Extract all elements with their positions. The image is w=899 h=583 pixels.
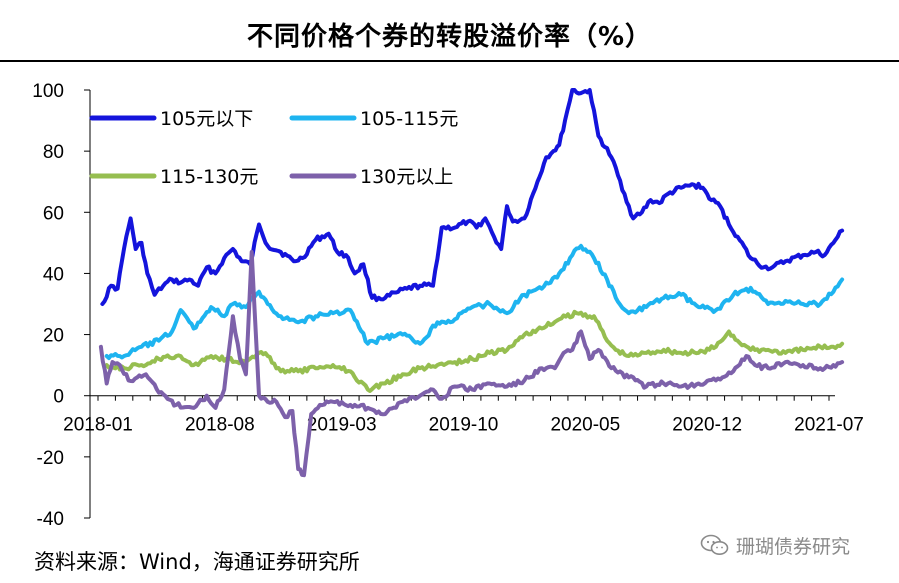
watermark-text: 珊瑚债券研究: [736, 535, 851, 558]
series-line-1: [100, 88, 845, 306]
chart-legend: 105元以下 105-115元 115-130元 130元以上: [89, 108, 458, 188]
y-tick-label: 20: [43, 326, 64, 347]
x-tick-label: 2020-12: [672, 415, 742, 436]
y-tick-label: 0: [53, 387, 64, 408]
series-line-2: [104, 243, 845, 361]
legend-label-2: 105-115元: [360, 108, 458, 130]
x-tick-label: 2020-05: [550, 415, 620, 436]
x-tick-label: 2018-08: [185, 415, 255, 436]
x-tick-label: 2018-01: [63, 415, 133, 436]
y-tick-label: 100: [32, 81, 64, 102]
title-divider: [0, 60, 899, 62]
chart-axes: -40 -20 0 20 40 60 80 100 2018-01 2018-08 2019-03 2…: [32, 81, 864, 530]
y-tick-label: -40: [37, 509, 64, 530]
y-tick-label: 40: [43, 264, 64, 285]
source-note: 资料来源：Wind，海通证券研究所: [34, 550, 360, 574]
legend-label-4: 130元以上: [360, 166, 453, 188]
series-line-3: [104, 309, 845, 393]
y-tick-label: 60: [43, 203, 64, 224]
x-tick-label: 2021-07: [794, 415, 864, 436]
x-tick-label: 2019-03: [307, 415, 377, 436]
series-line-4: [98, 250, 845, 478]
x-tick-label: 2019-10: [429, 415, 499, 436]
legend-label-3: 115-130元: [160, 166, 258, 188]
y-tick-label: -20: [37, 448, 64, 469]
legend-label-1: 105元以下: [160, 108, 253, 130]
chart-title: 不同价格个券的转股溢价率（%）: [246, 22, 653, 52]
watermark: 珊瑚债券研究: [700, 534, 851, 558]
wechat-icon: [700, 534, 729, 555]
premium-rate-chart: -40 -20 0 20 40 60 80 100 2018-01 2018-08 2019-03 2…: [32, 81, 864, 530]
chart-series: [98, 88, 845, 478]
y-tick-label: 80: [43, 142, 64, 163]
